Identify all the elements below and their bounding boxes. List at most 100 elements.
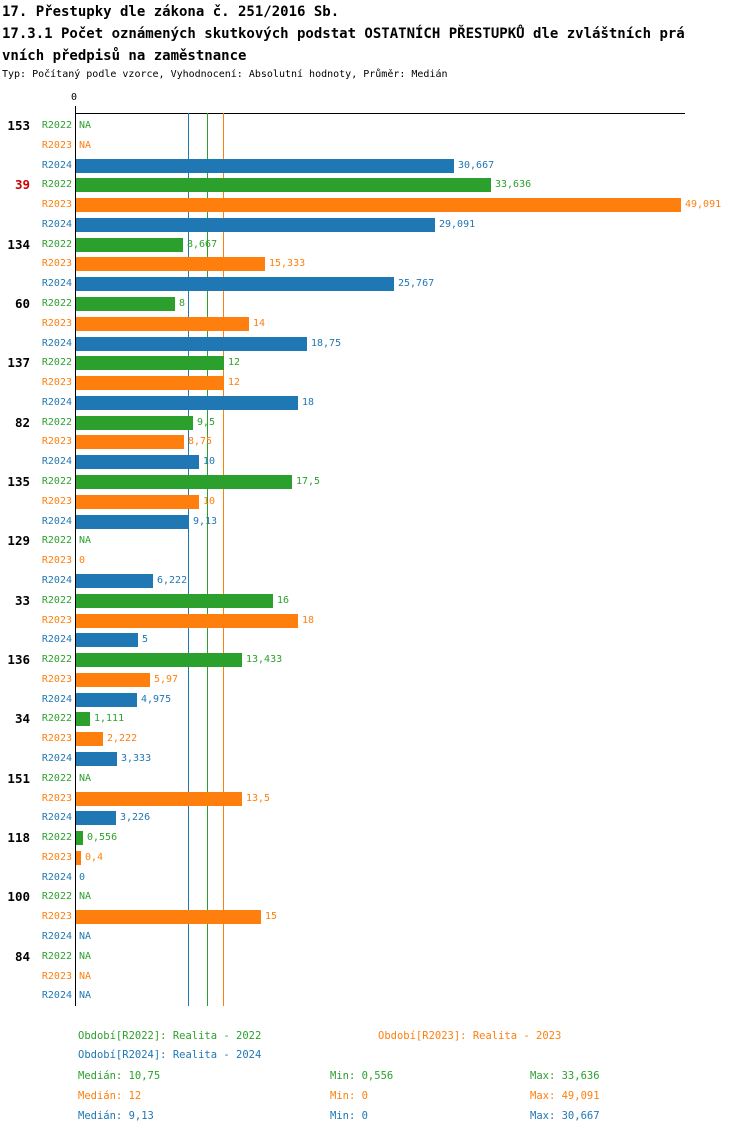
stat-max-r2022: Max: 33,636	[530, 1070, 600, 1082]
bar-value-label: 13,5	[246, 793, 271, 804]
bar-value-label: 18,75	[311, 338, 342, 349]
series-label-r2023: R2023	[41, 971, 72, 982]
series-label-r2023: R2023	[41, 852, 72, 863]
stat-max-r2023: Max: 49,091	[530, 1090, 600, 1102]
series-label-r2022: R2022	[41, 951, 72, 962]
bar-r2023	[76, 495, 199, 509]
bar-r2023	[76, 673, 150, 687]
series-label-r2024: R2024	[41, 634, 72, 645]
stat-min-r2024: Min: 0	[330, 1110, 368, 1122]
bar-value-label: 29,091	[439, 219, 476, 230]
series-label-r2024: R2024	[41, 219, 72, 230]
bar-value-label: 5,97	[154, 674, 179, 685]
series-label-r2023: R2023	[41, 911, 72, 922]
legend-item-r2024: Období[R2024]: Realita - 2024	[78, 1049, 262, 1061]
bar-value-label: 8	[179, 298, 186, 309]
bar-r2022	[76, 653, 242, 667]
series-label-r2022: R2022	[41, 298, 72, 309]
series-label-r2022: R2022	[41, 773, 72, 784]
series-label-r2023: R2023	[41, 377, 72, 388]
category-label: 60	[14, 296, 30, 311]
series-label-r2024: R2024	[41, 278, 72, 289]
bar-r2024	[76, 277, 394, 291]
bar-r2024	[76, 159, 454, 173]
series-label-r2022: R2022	[41, 535, 72, 546]
series-label-r2023: R2023	[41, 674, 72, 685]
series-label-r2024: R2024	[41, 516, 72, 527]
bar-value-label: 0	[79, 555, 86, 566]
series-label-r2022: R2022	[41, 595, 72, 606]
series-label-r2022: R2022	[41, 891, 72, 902]
bar-value-label: 33,636	[495, 179, 532, 190]
category-label: 34	[14, 711, 30, 726]
bar-r2022	[76, 712, 90, 726]
legend-item-r2022: Období[R2022]: Realita - 2022	[78, 1030, 262, 1042]
category-label: 100	[7, 889, 30, 904]
x-axis-zero-label: 0	[71, 92, 78, 103]
series-label-r2024: R2024	[41, 456, 72, 467]
stat-median-r2024: Medián: 9,13	[78, 1110, 154, 1122]
series-label-r2022: R2022	[41, 476, 72, 487]
bar-r2022	[76, 356, 224, 370]
series-label-r2024: R2024	[41, 753, 72, 764]
bar-value-label: 15	[265, 911, 278, 922]
bar-value-label: 5	[142, 634, 149, 645]
bar-r2023	[76, 792, 242, 806]
bar-r2024	[76, 515, 189, 529]
bar-value-label: 14	[253, 318, 266, 329]
bar-value-label: 15,333	[269, 258, 306, 269]
report-title-line1: 17. Přestupky dle zákona č. 251/2016 Sb.	[2, 4, 340, 20]
series-label-r2023: R2023	[41, 733, 72, 744]
series-label-r2024: R2024	[41, 990, 72, 1001]
bar-value-label: 0,556	[87, 832, 118, 843]
category-label: 134	[7, 237, 30, 252]
bar-r2023	[76, 257, 265, 271]
bar-r2022	[76, 831, 83, 845]
bar-r2023	[76, 851, 81, 865]
series-label-r2024: R2024	[41, 397, 72, 408]
median-line-r2023	[223, 113, 224, 1006]
bar-r2022	[76, 594, 273, 608]
bar-r2023	[76, 317, 249, 331]
bar-r2024	[76, 396, 298, 410]
bar-value-label: NA	[79, 535, 92, 546]
category-label: 136	[7, 652, 30, 667]
bar-r2023	[76, 198, 681, 212]
category-label: 84	[14, 949, 30, 964]
bar-value-label: 2,222	[107, 733, 138, 744]
bar-r2023	[76, 910, 261, 924]
bar-r2023	[76, 614, 298, 628]
series-label-r2023: R2023	[41, 496, 72, 507]
series-label-r2024: R2024	[41, 694, 72, 705]
category-label: 137	[7, 355, 30, 370]
stat-min-r2023: Min: 0	[330, 1090, 368, 1102]
bar-value-label: 6,222	[157, 575, 188, 586]
series-label-r2022: R2022	[41, 654, 72, 665]
bar-value-label: 0	[79, 872, 86, 883]
category-label: 135	[7, 474, 30, 489]
bar-r2023	[76, 376, 224, 390]
bar-value-label: 9,13	[193, 516, 218, 527]
stat-min-r2022: Min: 0,556	[330, 1070, 394, 1082]
x-axis-zero-tick	[75, 106, 76, 113]
series-label-r2022: R2022	[41, 239, 72, 250]
category-label: 82	[14, 415, 30, 430]
bar-r2023	[76, 435, 184, 449]
bar-r2023	[76, 732, 103, 746]
report-subtitle: Typ: Počítaný podle vzorce, Vyhodnocení:…	[2, 69, 448, 80]
y-axis-line	[75, 113, 76, 1006]
category-label: 129	[7, 533, 30, 548]
bar-value-label: 12	[228, 357, 241, 368]
category-label: 33	[14, 593, 30, 608]
bar-r2024	[76, 455, 199, 469]
bar-value-label: 12	[228, 377, 241, 388]
series-label-r2024: R2024	[41, 338, 72, 349]
series-label-r2022: R2022	[41, 417, 72, 428]
legend-item-r2023: Období[R2023]: Realita - 2023	[378, 1030, 562, 1042]
bar-r2024	[76, 218, 435, 232]
series-label-r2023: R2023	[41, 436, 72, 447]
bar-value-label: NA	[79, 120, 92, 131]
bar-r2022	[76, 297, 175, 311]
